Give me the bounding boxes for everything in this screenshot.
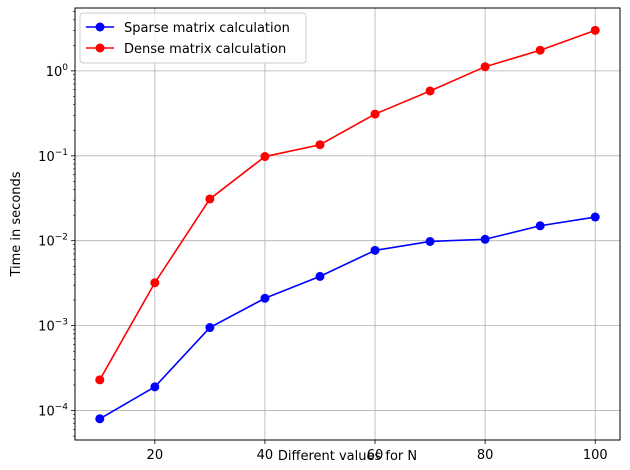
legend: Sparse matrix calculation Dense matrix ca… xyxy=(79,12,307,64)
x-axis: 20 40 60 80 100 xyxy=(147,440,608,463)
x-axis-label: Different values for N xyxy=(278,449,417,464)
legend-item: Dense matrix calculation xyxy=(86,42,286,57)
y-axis: 10−4 10−3 10−2 10−1 100 xyxy=(38,11,75,437)
data-point xyxy=(370,245,380,255)
legend-label: Dense matrix calculation xyxy=(124,42,286,57)
y-tick-label: 100 xyxy=(46,63,69,80)
legend-marker xyxy=(95,43,105,53)
data-point xyxy=(150,278,160,288)
data-point xyxy=(480,234,490,244)
legend-marker xyxy=(95,22,105,32)
series-dense xyxy=(95,25,600,385)
data-point xyxy=(590,25,600,35)
y-tick-label: 10−2 xyxy=(38,233,68,250)
data-point xyxy=(480,62,490,72)
data-point xyxy=(205,194,215,204)
series-line xyxy=(99,29,596,381)
data-point xyxy=(260,152,270,162)
x-tick-label: 80 xyxy=(477,448,494,463)
x-tick-label: 40 xyxy=(257,448,274,463)
data-point xyxy=(95,375,105,385)
data-point xyxy=(95,414,105,424)
data-point xyxy=(535,221,545,231)
data-point xyxy=(205,323,215,333)
series-line xyxy=(99,216,596,420)
grid xyxy=(75,8,620,440)
x-tick-label: 60 xyxy=(367,448,384,463)
y-tick-label: 10−4 xyxy=(38,403,68,420)
data-point xyxy=(260,293,270,303)
y-tick-label: 10−1 xyxy=(38,148,68,165)
data-point xyxy=(315,271,325,281)
legend-box xyxy=(79,12,307,64)
series-layer xyxy=(95,25,600,424)
data-point xyxy=(370,109,380,119)
data-point xyxy=(425,86,435,96)
data-point xyxy=(150,382,160,392)
y-axis-label: Time in seconds xyxy=(9,171,24,277)
x-tick-label: 20 xyxy=(147,448,164,463)
plot-frame xyxy=(74,7,621,441)
y-tick-label: 10−3 xyxy=(38,318,68,335)
x-tick-label: 100 xyxy=(583,448,608,463)
legend-item: Sparse matrix calculation xyxy=(86,21,290,36)
data-point xyxy=(315,140,325,150)
legend-label: Sparse matrix calculation xyxy=(124,21,290,36)
data-point xyxy=(535,45,545,55)
data-point xyxy=(590,212,600,222)
data-point xyxy=(425,236,435,246)
series-sparse xyxy=(95,212,600,424)
